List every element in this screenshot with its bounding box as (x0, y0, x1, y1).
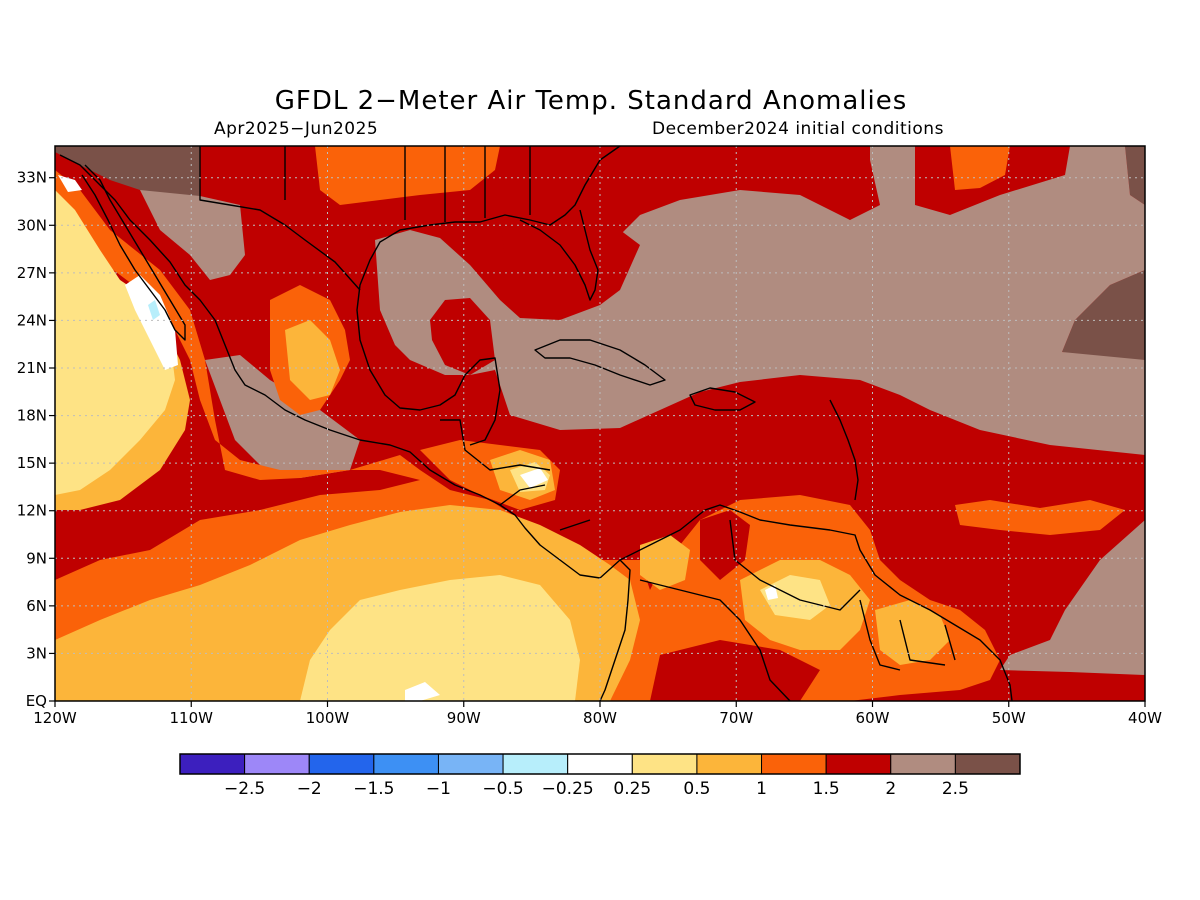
anomaly-region-yellow-equatorial (300, 575, 580, 701)
anomaly-region-white-coast (58, 175, 82, 192)
colorbar-swatch (502, 753, 569, 775)
lon-tick-label: 50W (992, 709, 1026, 727)
anomaly-region-brown-ne-corner (1125, 146, 1145, 205)
lon-tick-label: 40W (1128, 709, 1162, 727)
colorbar-swatch (631, 753, 698, 775)
anomaly-region-tan-gulf (375, 146, 1145, 455)
anomaly-region-brown-northwest (55, 146, 200, 205)
anomaly-region-orange-atlantic-north (950, 146, 1010, 190)
colorbar-swatch (696, 753, 763, 775)
colorbar-label: 2 (885, 779, 896, 799)
anomaly-region-gold-guyana (875, 600, 950, 665)
lat-tick-label: 21N (17, 359, 47, 377)
anomaly-region-brown-atlantic (1062, 270, 1145, 360)
lat-tick-label: 3N (26, 644, 47, 662)
coastline-lesser-antilles (829, 399, 859, 501)
lon-tick-label: 80W (583, 709, 617, 727)
anomaly-region-red-amazon (650, 640, 820, 701)
anomaly-fill-layer (55, 146, 1145, 701)
coastline-hispaniola (689, 387, 756, 411)
colorbar-swatch (437, 753, 504, 775)
lat-tick-label: 27N (17, 264, 47, 282)
lat-tick-label: 33N (17, 169, 47, 187)
colorbar-label: −2 (297, 779, 322, 799)
colorbar-label: −0.5 (482, 779, 523, 799)
border-central-america (440, 419, 591, 531)
colorbar-swatch (890, 753, 956, 775)
forecast-period: Apr2025−Jun2025 (214, 119, 379, 139)
anomaly-region-lightblue-baja (148, 300, 160, 320)
anomaly-region-orange-atlantic-mid (955, 500, 1125, 535)
anomaly-region-white-baja (125, 275, 178, 370)
colorbar-swatch (179, 753, 246, 775)
colorbar-label: 2.5 (942, 779, 969, 799)
lon-tick-label: 60W (856, 709, 890, 727)
lat-tick-label: EQ (26, 692, 47, 710)
border-south-america (639, 519, 956, 702)
anomaly-region-white-venezuela (765, 585, 778, 600)
coastline-baja (81, 164, 186, 341)
colorbar-swatch (761, 753, 827, 775)
lat-tick-label: 12N (17, 502, 47, 520)
axis-ticks: 120W 110W 100W 90W 80W 70W 60W 50W 40W EQ 3N 6N 9N 12… (17, 169, 1162, 727)
coastline-cuba (534, 339, 666, 386)
lon-tick-label: 110W (170, 709, 214, 727)
coastlines (59, 145, 1013, 702)
anomaly-region-tan-equatorial-atlantic (1000, 520, 1145, 675)
coastline-gulf-of-mexico (356, 145, 621, 446)
colorbar-label: −2.5 (224, 779, 265, 799)
colorbar-label: 0.25 (613, 779, 651, 799)
colorbar-label: 1 (756, 779, 767, 799)
colorbar: −2.5 −2 −1.5 −1 −0.5 −0.25 0.25 0.5 1 1.5 2 2.5 (179, 753, 1021, 799)
anomaly-region-red-gulfstream (500, 146, 870, 310)
colorbar-label: −1 (426, 779, 451, 799)
colorbar-swatch (373, 753, 439, 775)
colorbar-label: −1.5 (353, 779, 394, 799)
colorbar-label: −0.25 (542, 779, 594, 799)
anomaly-region-white-honduras (520, 468, 548, 488)
anomaly-region-red-loop (430, 298, 495, 375)
anomaly-region-gold-colombia (640, 535, 690, 590)
lat-tick-label: 15N (17, 454, 47, 472)
colorbar-swatch (308, 753, 375, 775)
lon-tick-label: 100W (306, 709, 350, 727)
initial-conditions: December2024 initial conditions (652, 119, 944, 139)
anomaly-region-tan-mexico-north (140, 190, 245, 280)
border-us-states (284, 146, 531, 222)
lat-tick-label: 9N (26, 549, 47, 567)
lon-tick-label: 70W (719, 709, 753, 727)
border-us-mexico (199, 146, 361, 291)
anomaly-region-orange-us-south (315, 146, 500, 205)
lat-tick-label: 30N (17, 216, 47, 234)
anomaly-region-yellow-baja (55, 190, 175, 495)
colorbar-swatch (567, 753, 633, 775)
colorbar-frame (179, 753, 1021, 775)
lon-tick-label: 120W (33, 709, 77, 727)
anomaly-region-tan-pacific (205, 355, 360, 478)
colorbar-label: 0.5 (683, 779, 710, 799)
colorbar-swatch (244, 753, 310, 775)
anomaly-region-gold-mexico (285, 320, 340, 400)
map-grid (55, 146, 1145, 701)
lat-tick-label: 18N (17, 407, 47, 425)
anomaly-region-white-equator (405, 682, 440, 701)
lat-tick-label: 6N (26, 597, 47, 615)
coastline-florida (519, 209, 599, 301)
coastline-south-america-north (619, 504, 1013, 702)
lat-tick-label: 24N (17, 311, 47, 329)
map-title: GFDL 2−Meter Air Temp. Standard Anomalie… (274, 86, 908, 116)
colorbar-swatch (954, 753, 1021, 775)
colorbar-label: 1.5 (813, 779, 840, 799)
colorbar-swatch (825, 753, 892, 775)
lon-tick-label: 90W (447, 709, 481, 727)
